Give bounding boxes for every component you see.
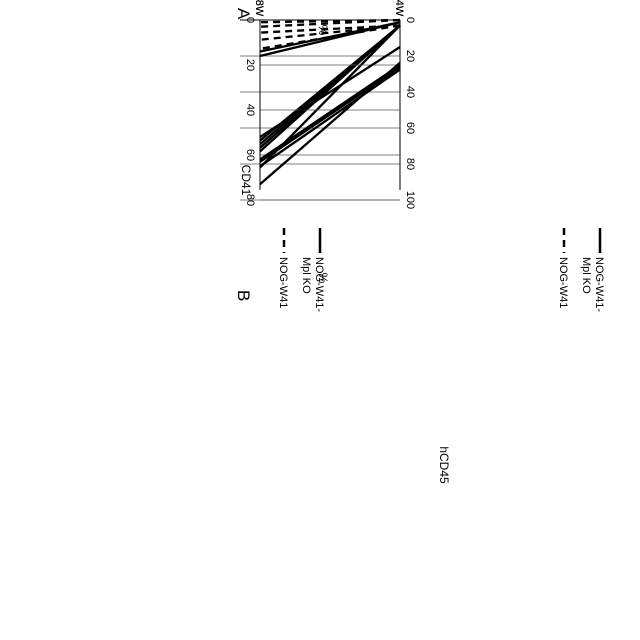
panel-a-legend: NOG-W41- Mpl KO NOG-W41 <box>277 228 325 312</box>
a-y-tick-label: 80 <box>404 158 416 170</box>
panel-a-x-tick-labels: 4W 8W <box>253 0 405 17</box>
b-series-line <box>260 65 400 160</box>
panel-b-letter: B <box>234 290 253 301</box>
a-y-tick-label: 0 <box>404 17 416 23</box>
b-x-tick-label: 8W <box>253 0 265 17</box>
b-y-tick-label: 20 <box>244 59 256 71</box>
a-y-tick-label: 20 <box>404 50 416 62</box>
panel-b-legend: NOG-W41- Mpl KO NOG-W41 <box>557 228 605 312</box>
panel-b-legend-solid-label-line1: NOG-W41- <box>593 257 605 312</box>
panel-a-gridlines <box>240 56 400 200</box>
a-y-tick-label: 40 <box>404 86 416 98</box>
panel-b-ylabel: % <box>316 273 330 284</box>
b-y-tick-label: 0 <box>244 17 256 23</box>
panel-a-title: hCD45 <box>437 446 451 484</box>
a-y-tick-label: 100 <box>404 191 416 209</box>
panel-a-y-tick-labels: 0 20 40 60 80 100 <box>404 17 416 209</box>
panel-a-legend-solid-label-line2: Mpl KO <box>300 257 312 294</box>
panel-b-x-tick-labels: 4W 8W <box>253 0 405 17</box>
b-series-line <box>260 67 400 162</box>
b-y-tick-label: 60 <box>244 149 256 161</box>
panel-b-legend-solid-label-line2: Mpl KO <box>580 257 592 294</box>
panel-b-title: CD41 <box>239 165 253 196</box>
panel-b-legend-dashed-label: NOG-W41 <box>557 257 569 308</box>
b-x-tick-label: 4W <box>393 0 405 17</box>
panel-a-legend-solid-label-line1: NOG-W41- <box>313 257 325 312</box>
panel-a: A hCD45 % 020406080100 4W8W NOG-W41- Mpl… <box>234 0 451 484</box>
panel-a-legend-dashed-label: NOG-W41 <box>277 257 289 308</box>
b-y-tick-label: 40 <box>244 104 256 116</box>
a-y-tick-label: 60 <box>404 122 416 134</box>
b-y-tick-label: 80 <box>244 194 256 206</box>
